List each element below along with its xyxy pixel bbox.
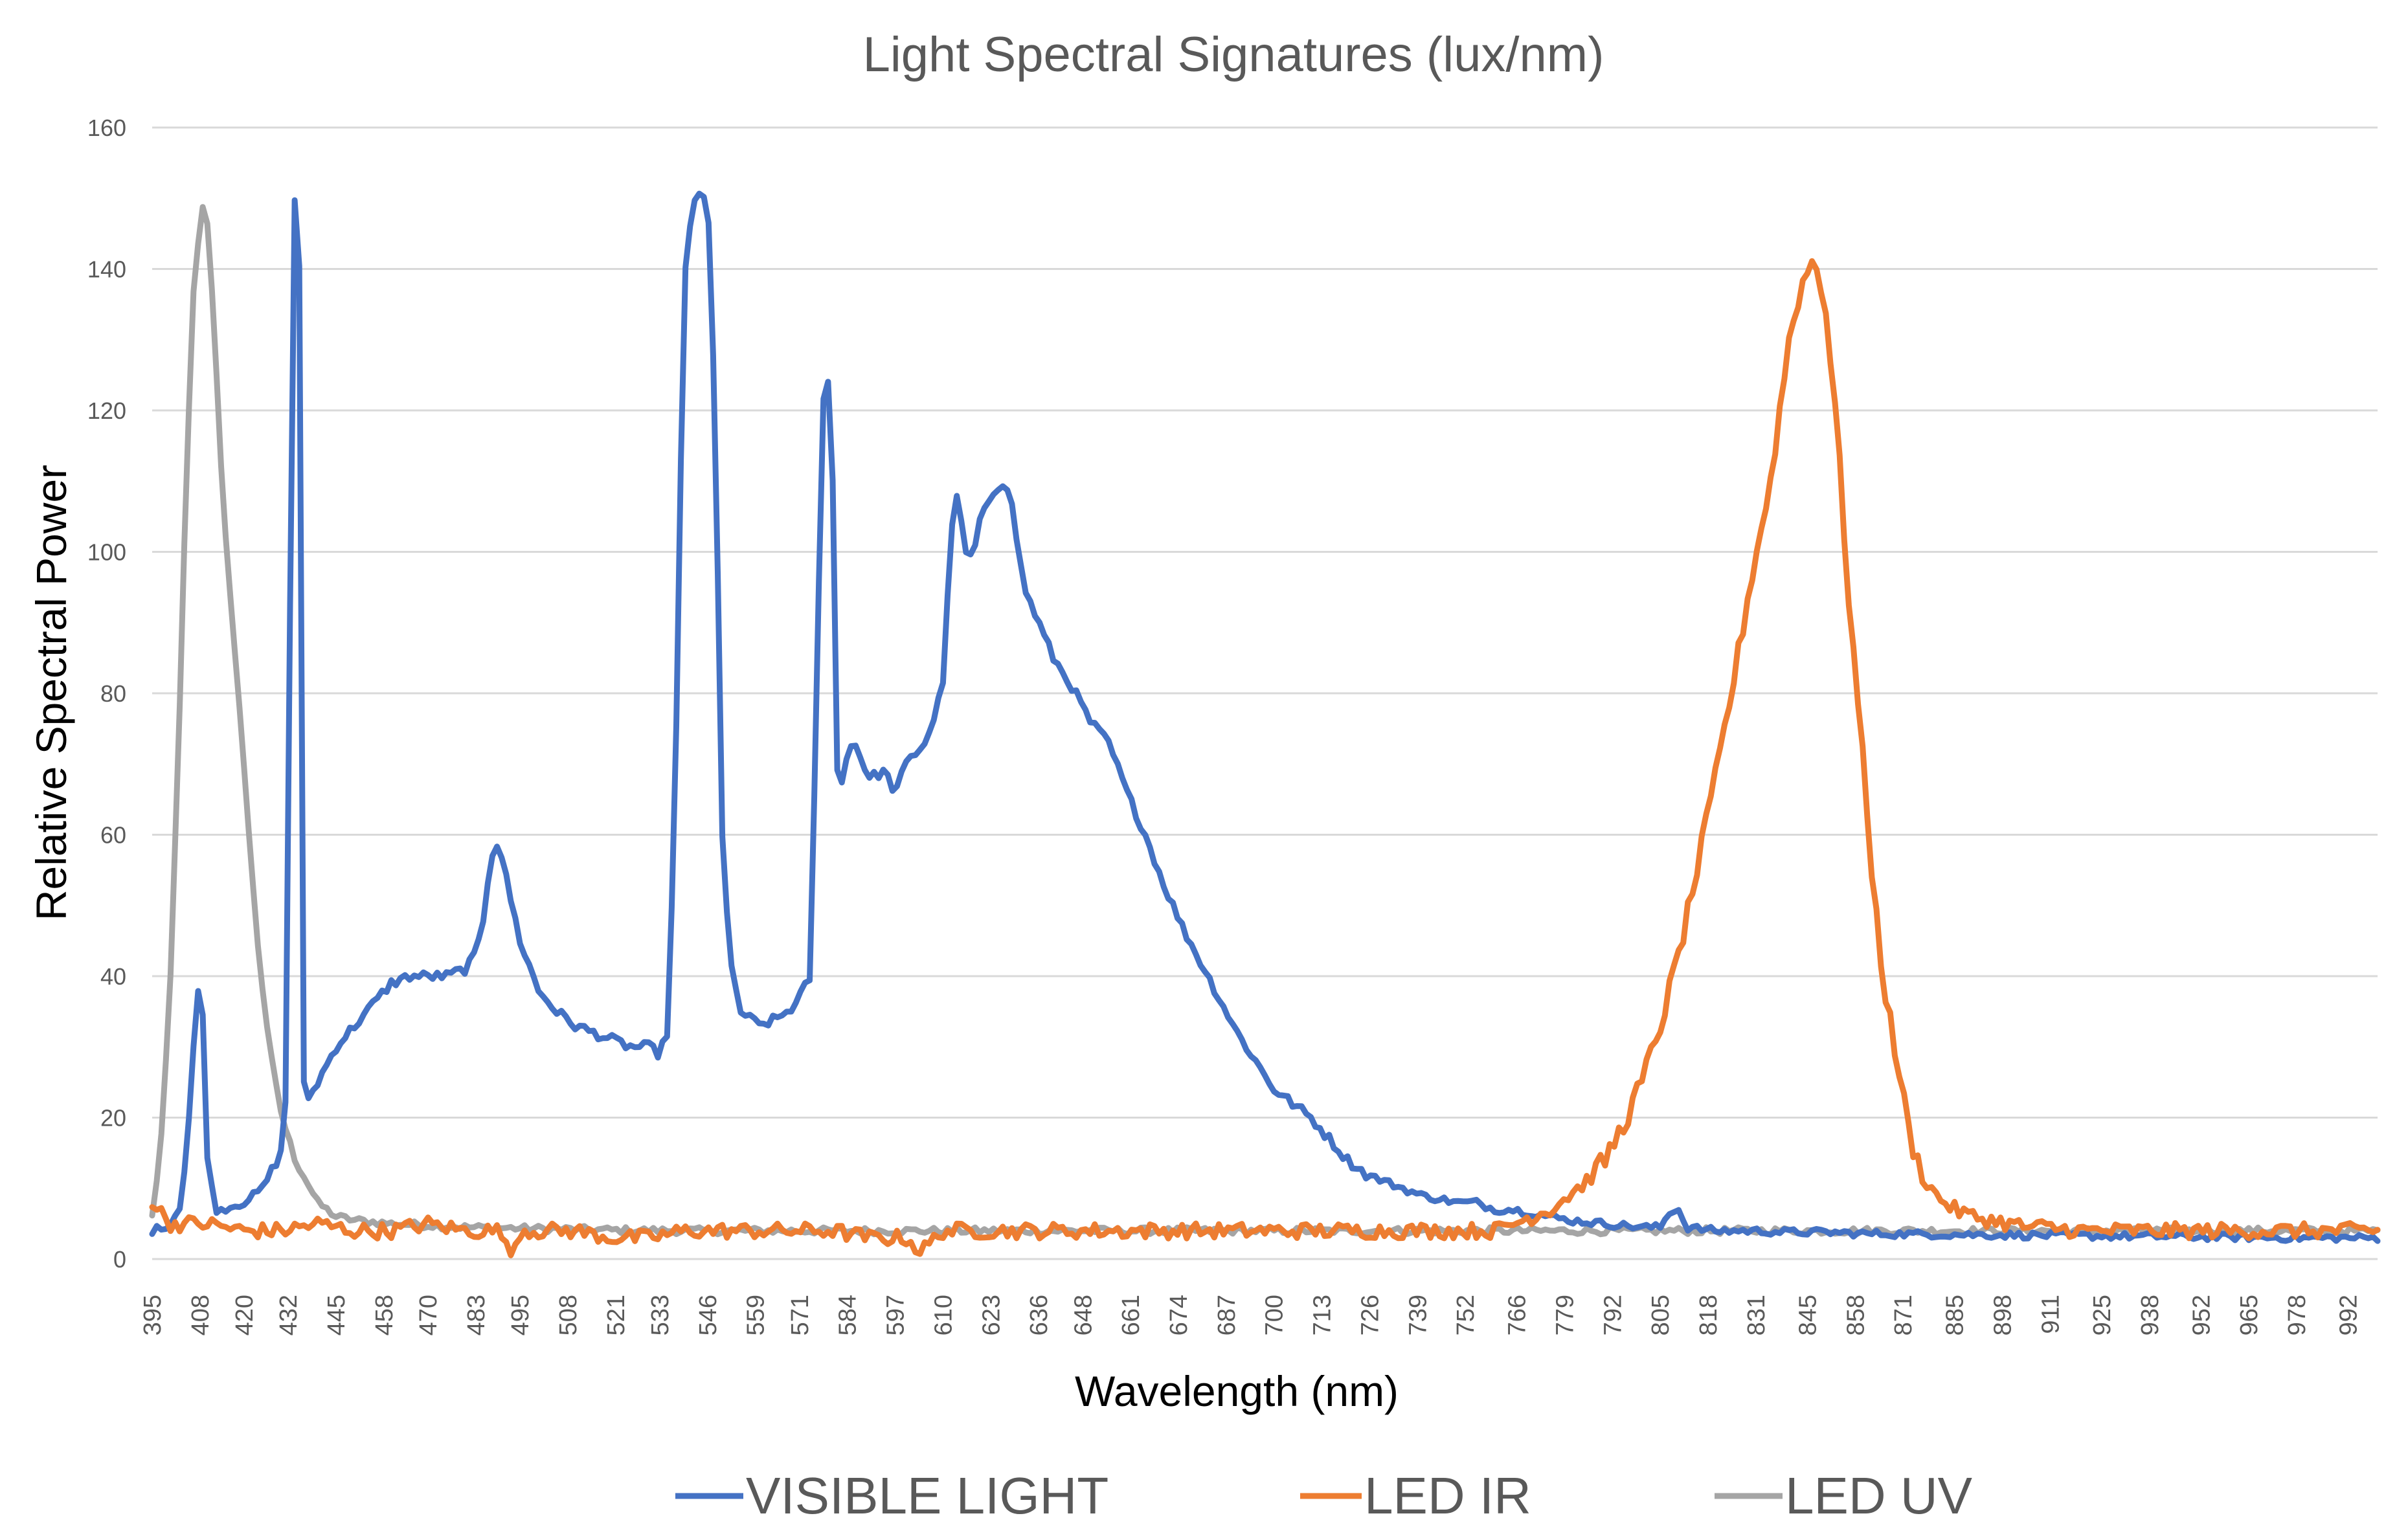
x-tick-label: 858 [1842,1295,1869,1335]
x-tick-label: 395 [139,1295,166,1335]
x-tick-label: 420 [231,1295,258,1335]
x-tick-label: 818 [1695,1295,1722,1335]
x-tick-label: 571 [787,1295,814,1335]
x-tick-label: 687 [1213,1295,1241,1335]
x-tick-label: 546 [695,1295,722,1335]
y-tick-label: 120 [87,397,126,424]
legend-item-led-uv[interactable]: LED UV [1715,1467,1973,1524]
x-tick-label: 597 [883,1295,910,1335]
y-axis-title: Relative Spectral Power [27,465,75,921]
x-tick-label: 992 [2335,1295,2363,1335]
x-tick-label: 726 [1356,1295,1384,1335]
y-tick-label: 100 [87,539,126,566]
x-tick-label: 648 [1070,1295,1097,1335]
y-tick-label: 80 [100,680,126,707]
x-tick-label: 965 [2236,1295,2263,1335]
y-tick-label: 20 [100,1105,126,1132]
y-tick-label: 60 [100,822,126,849]
x-tick-label: 661 [1118,1295,1145,1335]
x-tick-label: 766 [1504,1295,1531,1335]
x-tick-label: 713 [1309,1295,1336,1335]
x-tick-label: 925 [2089,1295,2116,1335]
x-tick-label: 739 [1404,1295,1432,1335]
x-tick-label: 470 [415,1295,442,1335]
legend-label-led-ir: LED IR [1364,1467,1531,1524]
y-tick-label: 140 [87,256,126,283]
x-tick-label: 408 [187,1295,214,1335]
legend-label-visible-light: VISIBLE LIGHT [746,1467,1108,1524]
y-tick-label: 40 [100,963,126,990]
x-tick-label: 871 [1890,1295,1917,1335]
x-tick-label: 445 [323,1295,350,1335]
legend: VISIBLE LIGHT LED IR LED UV [675,1467,1973,1524]
x-tick-label: 978 [2284,1295,2311,1335]
legend-item-visible-light[interactable]: VISIBLE LIGHT [675,1467,1108,1524]
series-line-led-ir [149,258,2381,1258]
x-tick-label: 584 [835,1295,862,1335]
x-axis-title: Wavelength (nm) [1075,1367,1399,1415]
chart-title: Light Spectral Signatures (lux/nm) [863,27,1604,82]
x-tick-label: 805 [1647,1295,1674,1335]
x-tick-label: 898 [1990,1295,2017,1335]
x-tick-label: 885 [1942,1295,1969,1335]
legend-label-led-uv: LED UV [1785,1467,1973,1524]
x-tick-label: 483 [463,1295,490,1335]
x-tick-label: 521 [603,1295,630,1335]
x-tick-label: 938 [2137,1295,2164,1335]
x-tick-label: 495 [507,1295,534,1335]
series-line-visible-light [149,190,2381,1244]
x-tick-label: 845 [1794,1295,1821,1335]
x-tick-label: 779 [1552,1295,1579,1335]
y-tick-label: 0 [113,1246,126,1273]
x-tick-label: 831 [1743,1295,1770,1335]
x-tick-label: 508 [555,1295,582,1335]
x-tick-label: 432 [275,1295,302,1335]
x-tick-label: 674 [1165,1295,1193,1335]
gridlines [152,126,2378,1260]
x-axis-ticks: 395 408 420 432 445 458 470 483 495 508 521 533 546 5… [139,1295,2363,1335]
legend-item-led-ir[interactable]: LED IR [1300,1467,1531,1524]
series-lines [149,190,2381,1258]
x-tick-label: 533 [647,1295,674,1335]
x-tick-label: 636 [1026,1295,1053,1335]
y-axis-ticks: 0 20 40 60 80 100 120 140 160 [87,115,126,1273]
x-tick-label: 559 [743,1295,770,1335]
x-tick-label: 952 [2188,1295,2215,1335]
x-tick-label: 458 [371,1295,398,1335]
x-tick-label: 752 [1452,1295,1480,1335]
x-tick-label: 700 [1261,1295,1289,1335]
x-tick-label: 623 [978,1295,1005,1335]
x-tick-label: 610 [930,1295,957,1335]
x-tick-label: 792 [1599,1295,1626,1335]
y-tick-label: 160 [87,115,126,141]
x-tick-label: 911 [2037,1295,2064,1334]
